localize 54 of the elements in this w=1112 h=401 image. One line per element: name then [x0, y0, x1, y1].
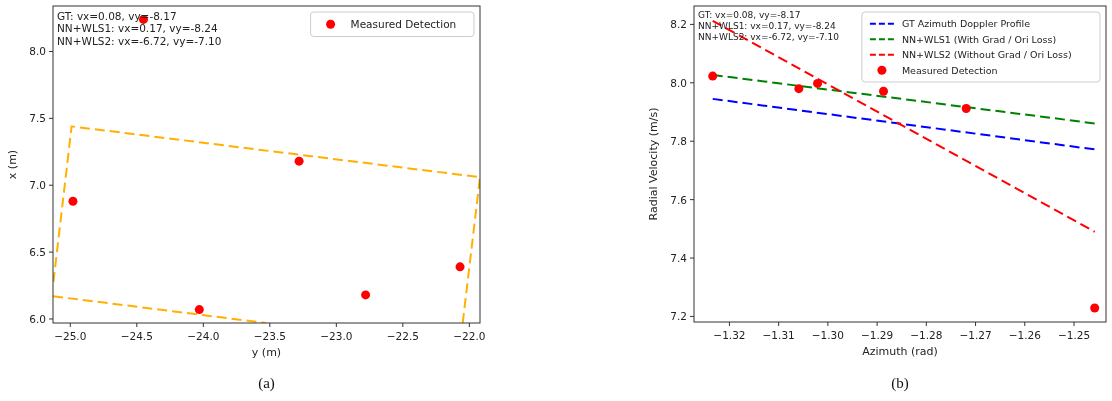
- x-tick-label: −1.25: [1057, 329, 1091, 341]
- x-tick-label: −23.0: [320, 330, 353, 342]
- point: [361, 290, 371, 300]
- annotation: GT: vx=0.08, vy=-8.17: [57, 9, 177, 22]
- point: [68, 196, 78, 206]
- text: (a): [258, 375, 275, 392]
- point: [455, 262, 465, 272]
- y-tick-label: 7.5: [29, 112, 46, 125]
- point: [961, 104, 971, 114]
- x-tick-label: −1.27: [959, 329, 992, 341]
- x-tick-label: −25.0: [54, 330, 87, 342]
- legend-label: NN+WLS1 (With Grad / Ori Loss): [901, 33, 1057, 45]
- annotation: NN+WLS1: vx=0.17, vy=-8.24: [698, 21, 836, 31]
- point: [708, 71, 718, 81]
- y-tick-label: 7.8: [670, 135, 687, 148]
- y-axis-title: Radial Velocity (m/s): [647, 107, 660, 221]
- legend-label: Measured Detection: [350, 18, 457, 31]
- y-tick-label: 6.5: [29, 246, 46, 259]
- x-axis-title: y (m): [251, 346, 282, 359]
- x-axis-title: Azimuth (rad): [862, 345, 938, 358]
- point: [813, 78, 823, 88]
- annotation: NN+WLS1: vx=0.17, vy=-8.24: [57, 22, 218, 34]
- y-tick-label: 7.4: [670, 252, 688, 265]
- x-tick-label: −1.30: [811, 329, 844, 341]
- point: [194, 305, 204, 315]
- y-tick-label: 7.6: [670, 193, 688, 206]
- x-tick-label: −24.0: [187, 330, 220, 342]
- x-tick-label: −22.5: [386, 330, 419, 342]
- y-tick-label: 8.0: [29, 45, 46, 58]
- point: [1090, 303, 1100, 313]
- point: [794, 84, 804, 94]
- x-tick-label: −1.28: [910, 329, 943, 341]
- y-tick-label: 7.2: [670, 310, 687, 323]
- y-tick-label: 8.0: [670, 76, 687, 89]
- annotation: NN+WLS2: vx=-6.72, vy=-7.10: [57, 34, 222, 47]
- x-tick-label: −23.5: [253, 330, 286, 342]
- y-tick-label: 8.2: [670, 18, 687, 31]
- y-tick-label: 6.0: [29, 312, 46, 325]
- y-tick-label: 7.0: [29, 179, 46, 192]
- point: [294, 156, 304, 166]
- legend-label: NN+WLS2 (Without Grad / Ori Loss): [901, 49, 1072, 61]
- x-tick-label: −24.5: [120, 330, 153, 342]
- legend-label: GT Azimuth Doppler Profile: [901, 18, 1031, 30]
- x-tick-label: −22.0: [453, 330, 486, 342]
- y-axis-title: x (m): [6, 149, 19, 180]
- point: [879, 86, 889, 96]
- text: (b): [891, 375, 909, 392]
- legend-label: Measured Detection: [901, 64, 998, 76]
- x-tick-label: −1.32: [713, 329, 746, 341]
- x-tick-label: −1.29: [861, 329, 894, 341]
- line-series: [53, 125, 480, 323]
- x-tick-label: −1.26: [1008, 329, 1042, 341]
- annotation: GT: vx=0.08, vy=-8.17: [698, 10, 801, 20]
- x-tick-label: −1.31: [762, 329, 795, 341]
